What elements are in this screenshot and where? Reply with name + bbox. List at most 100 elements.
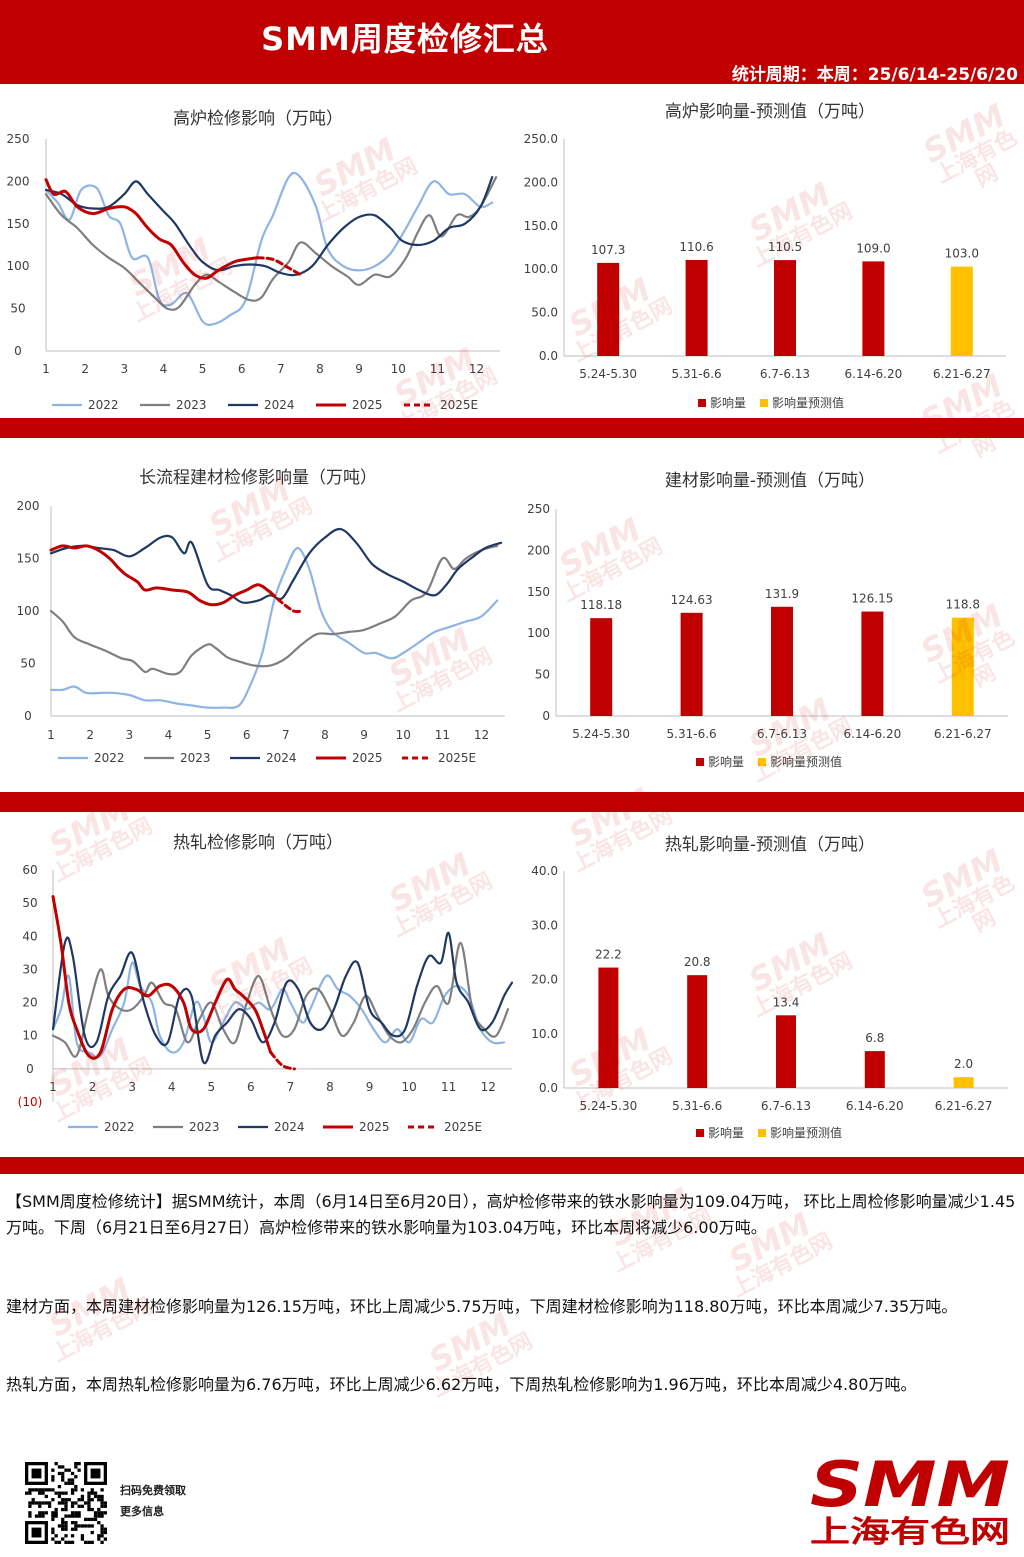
qr-module (61, 1507, 65, 1512)
qr-module (70, 1511, 75, 1515)
y-tick-label: 0.0 (539, 349, 558, 363)
qr-module (70, 1527, 75, 1531)
qr-module (51, 1475, 55, 1479)
qr-module (90, 1530, 94, 1535)
qr-module (74, 1501, 78, 1505)
qr-module (57, 1471, 62, 1476)
stat-period: 统计周期：本周：25/6/14-25/6/20 (731, 65, 1018, 85)
qr-module (100, 1494, 104, 1499)
qr-module (34, 1488, 39, 1492)
qr-module (44, 1501, 48, 1505)
y-tick-label: 250 (7, 132, 30, 146)
qr-module (64, 1534, 68, 1538)
qr-module (64, 1514, 68, 1518)
y-tick-label: 50 (10, 302, 25, 316)
qr-module (54, 1491, 58, 1495)
legend-label-2025E: 2025E (438, 751, 476, 765)
x-tick-label: 6.7-6.13 (761, 1099, 811, 1113)
x-tick-label: 3 (125, 728, 133, 742)
legend-label-2023: 2023 (189, 1120, 220, 1134)
qr-module (97, 1537, 101, 1541)
qr-module (70, 1481, 75, 1485)
bar-6.14-6.20 (862, 261, 885, 356)
legend-label-2024: 2024 (274, 1120, 305, 1134)
x-tick-label: 4 (165, 728, 173, 742)
series-line-2024 (49, 527, 503, 604)
x-tick-label: 12 (474, 728, 489, 742)
x-tick-label: 10 (401, 1080, 416, 1094)
legend-label-2023: 2023 (176, 398, 207, 412)
qr-module (77, 1498, 81, 1502)
qr-module (97, 1534, 101, 1538)
bar-value-label: 124.63 (671, 593, 713, 607)
qr-module (28, 1504, 32, 1508)
series-line-2025 (51, 895, 273, 1060)
x-tick-label: 6.14-6.20 (846, 1099, 904, 1113)
section-divider (0, 1157, 1024, 1174)
bar-value-label: 6.8 (865, 1031, 884, 1045)
bar-6.21-6.27 (950, 266, 973, 356)
legend-label-2025E: 2025E (444, 1120, 482, 1134)
qr-module (51, 1498, 55, 1502)
qr-module (31, 1488, 35, 1492)
y-tick-label: 100.0 (524, 262, 558, 276)
bar-value-label: 13.4 (773, 995, 800, 1009)
qr-caption-line2: 更多信息 (120, 1505, 164, 1518)
y-tick-label: 10 (22, 1029, 37, 1043)
chart-title-bf-line: 高炉检修影响（万吨） (173, 109, 343, 129)
header-bar: SMM周度检修汇总 统计周期：本周：25/6/14-25/6/20 (0, 0, 1024, 85)
bar-value-label: 110.5 (768, 240, 802, 254)
x-tick-label: 5.24-5.30 (580, 1099, 638, 1113)
qr-module (70, 1491, 75, 1495)
qr-module (80, 1498, 85, 1502)
qr-module (64, 1540, 68, 1544)
qr-module (77, 1524, 81, 1528)
qr-module (90, 1498, 94, 1502)
series-line-2024 (51, 931, 514, 1065)
y-tick-label: 100 (7, 259, 30, 273)
bar-value-label: 126.15 (851, 592, 893, 606)
qr-module (38, 1488, 42, 1492)
qr-module (74, 1484, 78, 1489)
qr-module (80, 1537, 85, 1541)
series-line-2025E (269, 1050, 296, 1071)
qr-code-icon[interactable] (25, 1462, 107, 1544)
qr-module (51, 1478, 55, 1482)
bf-bar-chart: 0.0 50.0 100.0 150.0 200.0 250.0 107.3 5.24-5.3… (524, 132, 1006, 410)
section-divider (0, 418, 1024, 438)
qr-module (100, 1504, 104, 1508)
y-tick-label: 200 (7, 174, 30, 188)
qr-module (67, 1514, 71, 1518)
qr-module (100, 1498, 104, 1502)
y-tick-label: 100 (527, 626, 550, 640)
qr-module (44, 1488, 48, 1492)
x-tick-label: 5 (207, 1080, 215, 1094)
watermark-cn: 上海有色网 (727, 1228, 837, 1303)
qr-module (38, 1504, 42, 1508)
qr-module (74, 1514, 78, 1518)
x-tick-label: 6.7-6.13 (760, 367, 810, 381)
qr-module (54, 1540, 58, 1544)
legend-label-2022: 2022 (94, 751, 125, 765)
qr-module (61, 1521, 65, 1525)
x-tick-label: 3 (128, 1080, 136, 1094)
qr-module (54, 1534, 58, 1538)
bar-value-label: 2.0 (954, 1057, 973, 1071)
y-tick-label: 10.0 (531, 1027, 558, 1041)
x-tick-label: 1 (47, 728, 55, 742)
qr-module (100, 1530, 104, 1535)
x-tick-label: 1 (42, 362, 50, 376)
summary-paragraph-blast-furnace: 【SMM周度检修统计】据SMM统计，本周（6月14日至6月20日），高炉检修带来… (6, 1192, 1016, 1237)
qr-module (77, 1504, 81, 1508)
legend-label-actual: 影响量 (708, 1125, 744, 1140)
x-tick-label: 12 (469, 362, 484, 376)
x-tick-label: 6 (247, 1080, 255, 1094)
qr-module (87, 1504, 91, 1508)
qr-module (64, 1521, 68, 1525)
qr-module (80, 1504, 85, 1508)
qr-module (74, 1524, 78, 1528)
qr-module (67, 1468, 71, 1472)
bar-5.31-6.6 (685, 259, 708, 356)
qr-module (38, 1511, 42, 1515)
section-divider (0, 792, 1024, 812)
